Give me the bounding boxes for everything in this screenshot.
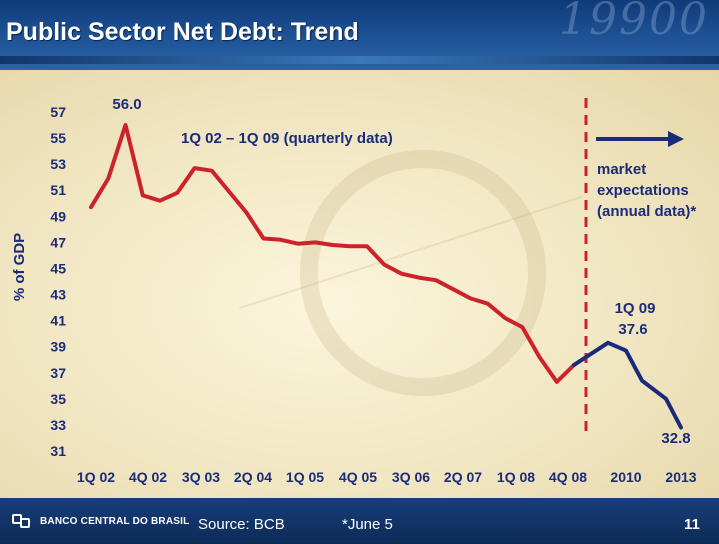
x-tick-label: 2013 xyxy=(665,469,696,485)
x-tick-label: 1Q 02 xyxy=(77,469,115,485)
y-tick-label: 53 xyxy=(50,156,66,172)
x-tick-label: 3Q 03 xyxy=(182,469,220,485)
x-tick-label: 4Q 02 xyxy=(129,469,167,485)
expectations-label-line: expectations xyxy=(597,182,689,199)
banknote-decoration: 19900 xyxy=(559,0,709,45)
quarterly-series-label: 1Q 02 – 1Q 09 (quarterly data) xyxy=(181,130,393,147)
x-tick-label: 1Q 05 xyxy=(286,469,324,485)
x-tick-label: 2Q 04 xyxy=(234,469,272,485)
y-tick-label: 45 xyxy=(50,260,66,276)
y-tick-label: 55 xyxy=(50,130,66,146)
y-tick-label: 57 xyxy=(50,104,66,120)
x-tick-label: 2010 xyxy=(610,469,641,485)
y-tick-label: 37 xyxy=(50,365,66,381)
y-tick-label: 51 xyxy=(50,182,66,198)
bcb-logo-icon xyxy=(12,514,34,528)
y-tick-label: 43 xyxy=(50,287,66,303)
logo-text: BANCO CENTRAL DO BRASIL xyxy=(40,515,190,527)
y-axis-label: % of GDP xyxy=(11,233,28,301)
end-value-label: 32.8 xyxy=(661,430,690,447)
y-tick-label: 39 xyxy=(50,339,66,355)
x-tick-label: 4Q 08 xyxy=(549,469,587,485)
expectations-arrow-head xyxy=(668,131,684,147)
page-title: Public Sector Net Debt: Trend xyxy=(6,18,359,46)
source-note: Source: BCB xyxy=(198,516,285,533)
debt-chart: % of GDP 57 55 53 51 49 47 45 43 41 39 37 35 33 31 1Q 0… xyxy=(11,96,697,485)
x-tick-label: 1Q 08 xyxy=(497,469,535,485)
x-tick-label: 4Q 05 xyxy=(339,469,377,485)
y-tick-label: 33 xyxy=(50,417,66,433)
quarterly-series-line xyxy=(89,123,576,384)
y-tick-label: 31 xyxy=(50,443,66,459)
y-tick-label: 41 xyxy=(50,313,66,329)
y-tick-label: 49 xyxy=(50,208,66,224)
expectations-label-line: (annual data)* xyxy=(597,203,696,220)
y-tick-label: 47 xyxy=(50,234,66,250)
footer-bar: BANCO CENTRAL DO BRASIL Source: BCB *Jun… xyxy=(0,498,719,544)
q1-09-label: 1Q 09 xyxy=(615,300,656,317)
x-tick-label: 3Q 06 xyxy=(392,469,430,485)
x-tick-label: 2Q 07 xyxy=(444,469,482,485)
peak-data-label: 56.0 xyxy=(112,96,141,113)
footnote: *June 5 xyxy=(342,516,393,533)
y-tick-label: 35 xyxy=(50,391,66,407)
bcb-logo: BANCO CENTRAL DO BRASIL xyxy=(12,514,189,528)
page-number: 11 xyxy=(684,516,700,533)
q1-09-value-label: 37.6 xyxy=(618,321,647,338)
header-stripe xyxy=(0,56,719,64)
expectations-label-line: market xyxy=(597,161,646,178)
expectations-series-line xyxy=(572,340,683,430)
chart-area: % of GDP 57 55 53 51 49 47 45 43 41 39 37 35 33 31 1Q 0… xyxy=(0,70,719,498)
header-bar: 19900 Public Sector Net Debt: Trend xyxy=(0,0,719,70)
